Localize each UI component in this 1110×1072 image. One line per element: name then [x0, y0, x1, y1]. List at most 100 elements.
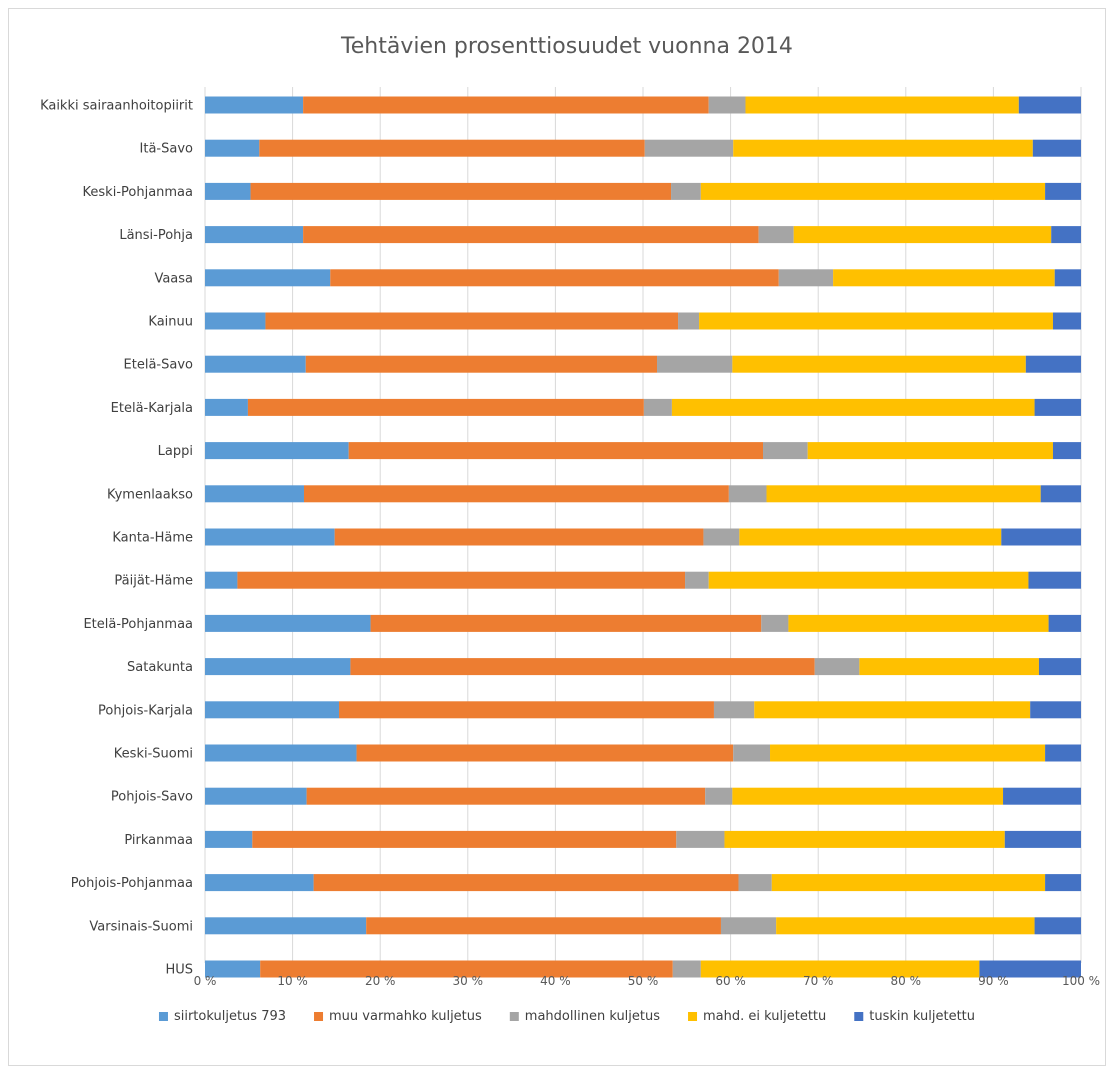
bar-segment-3 [703, 528, 740, 546]
bar-segment-4 [788, 614, 1049, 632]
bar-segment-3 [761, 614, 789, 632]
bar-segment-4 [745, 96, 1019, 114]
legend: siirtokuljetus 793 muu varmahko kuljetus m… [158, 1009, 975, 1024]
bar-segment-2 [306, 787, 706, 805]
bar-segment-4 [732, 355, 1026, 373]
category-label: Kainuu [148, 315, 193, 330]
x-tick-label: 20 % [365, 974, 396, 988]
bar-segment-4 [807, 442, 1053, 460]
bar-segment-2 [259, 139, 645, 157]
bar-segment-2 [247, 398, 644, 416]
chart-title: Tehtävien prosenttiosuudet vuonna 2014 [340, 34, 793, 59]
bar-segment-1 [205, 744, 357, 762]
bar-segment-2 [348, 442, 764, 460]
bar-segment-3 [676, 830, 725, 848]
bar-segment-5 [1040, 485, 1081, 503]
category-label: Keski-Pohjanmaa [83, 185, 193, 200]
legend-label: muu varmahko kuljetus [329, 1009, 482, 1024]
bar-segment-5 [1034, 398, 1081, 416]
category-labels: Kaikki sairaanhoitopiirit Itä-Savo Keski-P… [40, 99, 193, 978]
x-tick-label: 90 % [978, 974, 1009, 988]
bar-segment-5 [1004, 830, 1081, 848]
bar-segment-4 [766, 485, 1041, 503]
bar-segment-1 [205, 528, 335, 546]
bar-segment-1 [205, 917, 367, 935]
bar-segment-2 [303, 485, 729, 503]
x-tick-label: 70 % [803, 974, 834, 988]
bar-segment-1 [205, 658, 351, 676]
bar-segment-1 [205, 701, 340, 719]
legend-swatch [688, 1012, 698, 1021]
x-tick-label: 80 % [891, 974, 922, 988]
bar-segment-3 [672, 960, 701, 978]
bar-segment-2 [339, 701, 714, 719]
bar-segment-3 [708, 96, 746, 114]
bar-segment-3 [814, 658, 860, 676]
bar-segment-2 [265, 312, 679, 330]
legend-label: mahdollinen kuljetus [525, 1009, 660, 1024]
bar-segment-5 [1051, 226, 1081, 244]
x-tick-label: 30 % [453, 974, 484, 988]
bar-segment-4 [859, 658, 1039, 676]
bar-segment-1 [205, 182, 251, 200]
bar-segment-5 [1038, 658, 1081, 676]
bar-segment-3 [733, 744, 771, 762]
bar-segment-2 [260, 960, 673, 978]
bar-segment-1 [205, 442, 349, 460]
bar-segment-2 [330, 269, 779, 287]
bar-segment-2 [350, 658, 815, 676]
bar-segment-3 [678, 312, 700, 330]
legend-label: siirtokuljetus 793 [174, 1009, 286, 1024]
bar-segment-5 [1045, 182, 1081, 200]
bar-segment-5 [1028, 571, 1081, 589]
bar-segment-4 [671, 398, 1035, 416]
bar-segment-3 [738, 874, 772, 892]
bar-segment-4 [733, 139, 1033, 157]
bar-segment-5 [1052, 312, 1081, 330]
bar-segment-4 [776, 917, 1035, 935]
bar-segment-2 [303, 96, 709, 114]
bar-segment-1 [205, 269, 331, 287]
bar-segment-1 [205, 312, 266, 330]
category-label: Vaasa [154, 271, 193, 286]
bar-segment-1 [205, 139, 260, 157]
bar-segment-1 [205, 830, 253, 848]
bar-segment-3 [685, 571, 709, 589]
category-label: Etelä-Pohjanmaa [83, 617, 193, 632]
legend-swatch [854, 1012, 864, 1021]
category-label: Kaikki sairaanhoitopiirit [40, 99, 193, 114]
bar-segment-2 [303, 226, 759, 244]
bar-segment-3 [705, 787, 733, 805]
bar-segment-1 [205, 398, 248, 416]
legend-swatch [158, 1012, 168, 1021]
legend-label: tuskin kuljetettu [869, 1009, 975, 1024]
category-label: Etelä-Karjala [111, 401, 193, 416]
bar-segment-2 [305, 355, 658, 373]
x-tick-label: 60 % [715, 974, 746, 988]
chart-canvas: Tehtävien prosenttiosuudet vuonna 2014 K… [40, 34, 1100, 1024]
x-tick-label: 100 % [1062, 974, 1100, 988]
bar-segment-5 [1025, 355, 1081, 373]
bar-segment-4 [754, 701, 1031, 719]
x-tick-label: 50 % [628, 974, 659, 988]
bar-segment-3 [778, 269, 834, 287]
bar-segment-5 [1030, 701, 1081, 719]
bars [205, 96, 1081, 978]
x-tick-label: 0 % [194, 974, 217, 988]
category-label: Kymenlaakso [107, 487, 193, 502]
bar-segment-3 [643, 398, 672, 416]
category-label: Pohjois-Savo [111, 790, 193, 805]
category-label: Pohjois-Karjala [98, 703, 193, 718]
legend-swatch [314, 1012, 324, 1021]
bar-segment-5 [1032, 139, 1081, 157]
category-label: Etelä-Savo [124, 358, 193, 373]
bar-segment-3 [657, 355, 733, 373]
bar-segment-3 [671, 182, 701, 200]
bar-segment-2 [313, 874, 739, 892]
bar-segment-1 [205, 96, 304, 114]
bar-segment-5 [1054, 269, 1081, 287]
bar-segment-2 [370, 614, 762, 632]
bar-segment-1 [205, 614, 371, 632]
bar-segment-1 [205, 485, 304, 503]
bar-segment-5 [1052, 442, 1081, 460]
